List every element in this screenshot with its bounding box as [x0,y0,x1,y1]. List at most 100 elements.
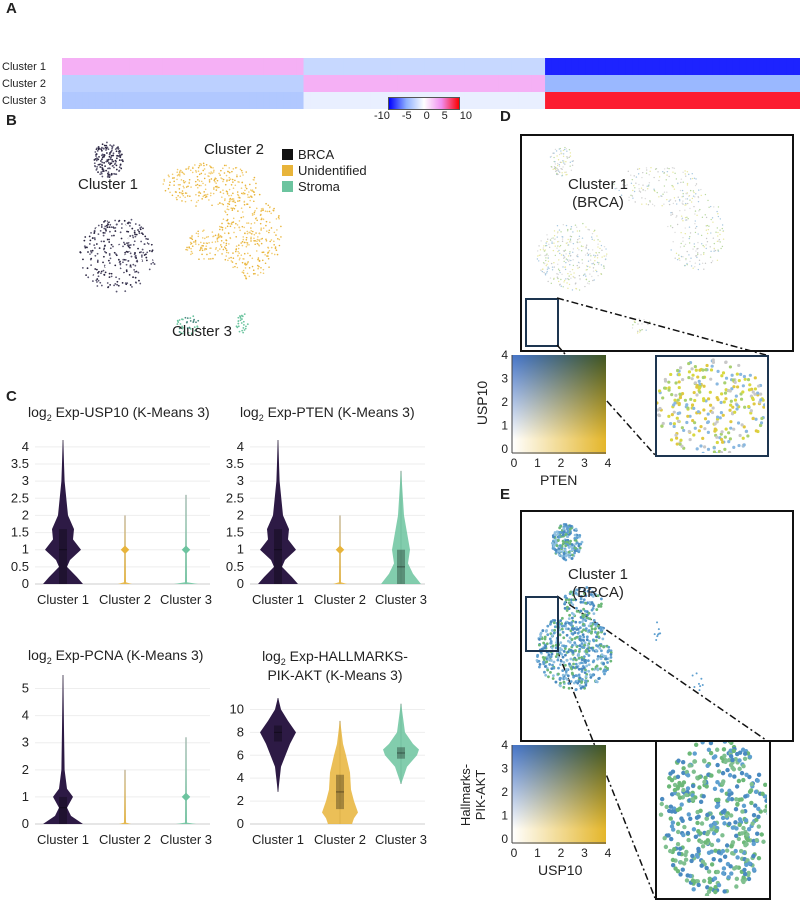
coexpression-point [578,237,580,240]
umap-point [101,167,104,170]
coexpression-point [546,668,550,672]
umap-point [214,248,217,250]
coexpression-point [562,153,565,155]
coexpression-point [709,246,711,248]
coexpression-point [676,203,678,205]
umap-point [122,258,125,261]
umap-point [237,181,239,183]
heatmap-row-label: Cluster 2 [2,78,47,90]
legend-item-brca: BRCA [282,146,367,162]
coexpression-point [557,547,561,551]
umap-point [253,200,255,203]
umap-point [265,230,268,232]
umap-point [278,244,281,247]
zoom-point [741,764,746,769]
coexpression-point [591,590,594,594]
coexpression-point [573,649,577,652]
coexpression-point [547,254,549,257]
violin-marker [335,545,345,554]
coexpression-point [602,662,605,666]
heatmap-cell [699,58,707,75]
coexpression-point [545,254,547,256]
umap-point [104,219,106,222]
coexpression-point [571,666,575,669]
coexpression-point [602,645,606,649]
heatmap-cell [135,75,144,92]
heatmap-cell [538,75,546,92]
umap-point [206,253,208,256]
heatmap-cell [115,58,123,75]
heatmap-cell [585,58,593,75]
umap-point [117,155,120,158]
umap-point [104,244,106,247]
umap-point [267,247,270,249]
coexpression-point [588,617,592,621]
coexpression-point [584,594,588,598]
coexpression-point [546,272,548,274]
heatmap-cell [303,92,311,109]
heatmap-cell [511,75,519,92]
heatmap-cell [350,75,358,92]
zoom-point [681,377,685,382]
zoom-point [672,410,676,414]
umap-point [197,166,200,169]
heatmap-cell [162,92,170,109]
umap-point [90,231,92,234]
umap-point [133,220,135,223]
umap-point [234,184,237,187]
coexpression-point [579,609,583,613]
umap-point [108,238,110,241]
coexpression-point [624,184,627,187]
umap-point [276,229,278,231]
coexpression-point [695,183,698,185]
zoom-point [670,769,676,774]
heatmap-cell [746,75,754,92]
umap-point [232,207,235,209]
zoom-point [676,792,681,797]
umap-point [100,172,103,175]
umap-point [230,183,233,186]
umap-point [198,180,201,182]
coexpression-point [553,235,556,237]
heatmap-cell [155,75,164,92]
zoom-point [672,782,678,788]
heatmap-cell [216,58,224,75]
coexpression-point [699,208,701,211]
umap-point [255,207,258,210]
heatmap-cell [504,92,513,109]
zoom-point [731,748,737,754]
coexpression-point [593,230,595,233]
coexpression-point [553,533,557,537]
heatmap-cell [444,58,452,75]
coexpression-point [562,149,565,152]
umap-point [109,241,112,243]
umap-point [129,264,132,267]
coexpression-point [689,199,691,201]
umap-point [91,249,94,252]
umap-point [247,196,249,198]
umap-point [225,239,227,241]
coexpression-point [591,232,594,235]
umap-point [233,231,235,234]
coexpression-point [582,622,585,626]
heatmap-cell [632,58,640,75]
umap-point [250,222,253,225]
coexpression-point [578,266,581,268]
coexpression-point [569,539,572,543]
coexpression-point [676,215,678,217]
coexpression-point [553,166,556,168]
heatmap-cell [236,75,244,92]
heatmap-cell [155,58,164,75]
coexpression-point [551,241,553,243]
coexpression-point [558,153,561,156]
umap-point [109,247,112,250]
heatmap-cell [377,58,385,75]
umap-point [129,235,132,237]
coexpression-point [705,237,708,240]
zoom-point [733,820,738,825]
zoom-region-box-e [525,596,559,652]
umap-point [128,246,131,249]
coexpression-point [697,233,699,235]
umap-point [223,246,226,248]
coexpression-point [566,282,568,284]
